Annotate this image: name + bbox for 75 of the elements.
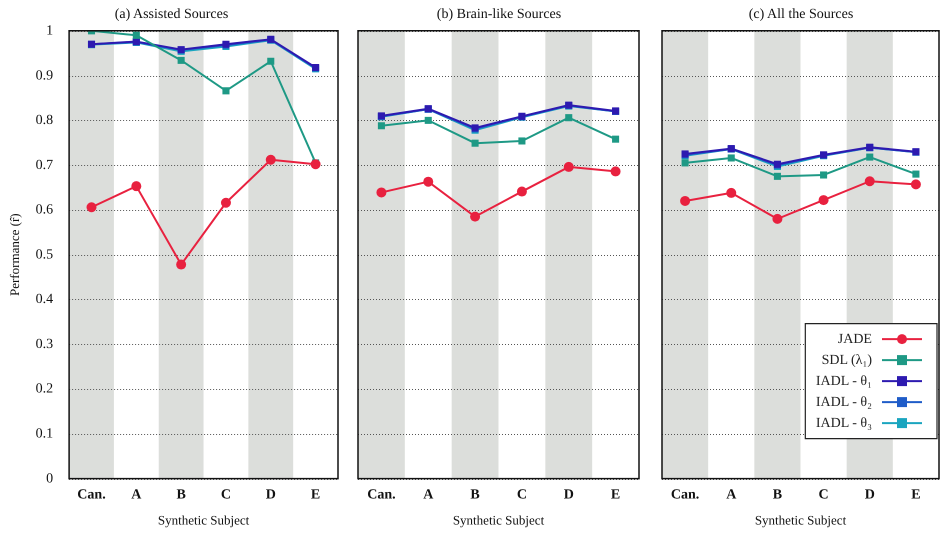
point [378, 122, 385, 130]
y-tick-label: 0.6 [36, 202, 54, 218]
point [310, 159, 321, 170]
point [564, 162, 574, 172]
point [470, 212, 480, 222]
point [518, 137, 526, 144]
point [772, 214, 782, 224]
point [86, 202, 97, 212]
legend-label: IADL - θ₂ [816, 394, 872, 410]
chart-title: (b) Brain-like Sources [436, 7, 562, 22]
x-tick-label: A [423, 488, 434, 503]
y-tick-label: 0.1 [36, 426, 54, 442]
point [610, 166, 621, 176]
point [818, 195, 829, 206]
point [516, 186, 527, 197]
point [864, 176, 875, 186]
legend-label: IADL - θ₃ [816, 416, 872, 431]
point [266, 154, 276, 165]
point [820, 171, 828, 179]
x-tick-label: E [310, 488, 320, 503]
x-tick-label: B [772, 488, 782, 503]
point [178, 56, 185, 64]
x-axis-title: Synthetic Subject [158, 512, 250, 528]
y-tick-label: 0.2 [36, 382, 54, 397]
point [774, 172, 781, 180]
y-tick-label: 0.4 [36, 292, 54, 308]
x-tick-label: C [818, 488, 829, 503]
y-axis-title: Performance (r̂) [7, 213, 22, 296]
point [565, 114, 572, 122]
point [131, 181, 142, 192]
x-tick-label: A [726, 488, 738, 503]
x-tick-label: Can. [77, 488, 106, 503]
y-tick-label: 0.3 [36, 336, 54, 352]
point [424, 116, 432, 124]
point [472, 140, 479, 147]
x-tick-label: D [864, 488, 875, 503]
x-tick-label: Can. [367, 488, 396, 503]
y-tick-label: 0.9 [36, 68, 54, 84]
legend-label: JADE [838, 332, 872, 347]
legend-label: IADL - θ₁ [816, 374, 872, 389]
point [910, 179, 921, 190]
x-tick-label: B [176, 488, 186, 503]
point [682, 159, 689, 166]
x-tick-label: E [911, 488, 921, 503]
point [612, 136, 620, 143]
point [267, 58, 274, 65]
x-tick-label: C [516, 488, 527, 503]
point [222, 87, 230, 94]
x-tick-label: D [564, 488, 574, 503]
chart-title: (a) Assisted Sources [114, 7, 228, 22]
y-tick-label: 0.7 [36, 158, 54, 173]
point [376, 187, 386, 198]
point [728, 154, 735, 162]
x-tick-label: C [220, 488, 232, 503]
point [726, 188, 736, 198]
point [866, 154, 874, 161]
x-tick-label: D [266, 488, 276, 503]
chart-title: (c) All the Sources [748, 7, 854, 22]
point [423, 176, 434, 187]
x-axis-title: Synthetic Subject [452, 512, 545, 528]
point [680, 196, 690, 206]
y-tick-label: 0 [46, 471, 54, 486]
x-tick-label: Can. [670, 488, 700, 503]
y-tick-label: 0.8 [36, 113, 54, 128]
y-tick-label: 0.5 [36, 247, 54, 262]
point [912, 170, 920, 178]
point [176, 260, 186, 270]
point [220, 198, 231, 208]
legend-label: SDL (λ₁) [822, 352, 872, 368]
y-tick-label: 1 [46, 23, 54, 38]
x-tick-label: A [131, 488, 142, 503]
x-tick-label: E [610, 488, 620, 503]
x-axis-title: Synthetic Subject [754, 512, 847, 528]
x-tick-label: B [470, 488, 480, 503]
point [132, 32, 140, 39]
